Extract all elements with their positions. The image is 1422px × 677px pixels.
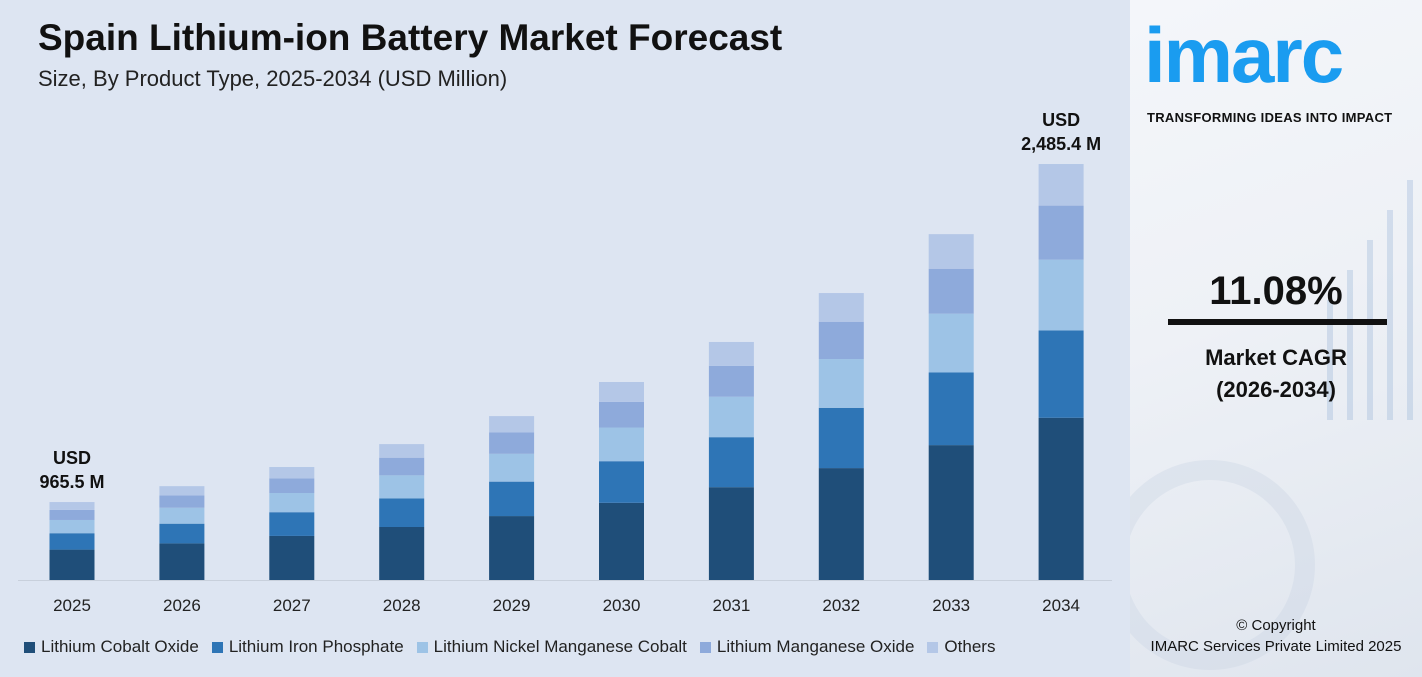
data-label-currency: USD bbox=[1042, 110, 1080, 130]
legend-item: Lithium Manganese Oxide bbox=[699, 636, 915, 658]
legend-item: Lithium Iron Phosphate bbox=[211, 636, 404, 658]
bar-segment-2031-4 bbox=[708, 341, 754, 366]
bar-segment-2029-3 bbox=[489, 432, 535, 454]
bar-segment-2031-2 bbox=[708, 396, 754, 438]
x-tick-label: 2030 bbox=[603, 596, 641, 615]
cagr-label: Market CAGR (2026-2034) bbox=[1130, 342, 1422, 406]
bar-segment-2027-1 bbox=[269, 512, 315, 536]
x-tick-label: 2028 bbox=[383, 596, 421, 615]
copyright-line-1: © Copyright bbox=[1236, 617, 1316, 634]
bar-segment-2029-0 bbox=[489, 516, 535, 580]
legend-label: Others bbox=[944, 637, 996, 656]
bar-segment-2034-3 bbox=[1038, 205, 1084, 260]
bar-segment-2032-0 bbox=[818, 468, 864, 580]
bar-segment-2034-4 bbox=[1038, 164, 1084, 206]
legend-label: Lithium Cobalt Oxide bbox=[41, 637, 199, 656]
bar-segment-2027-2 bbox=[269, 493, 315, 513]
logo-tagline: TRANSFORMING IDEAS INTO IMPACT bbox=[1147, 110, 1393, 125]
bar-segment-2034-1 bbox=[1038, 330, 1084, 418]
x-tick-label: 2033 bbox=[932, 596, 970, 615]
chart-subtitle: Size, By Product Type, 2025-2034 (USD Mi… bbox=[38, 66, 508, 91]
cagr-label-text: Market CAGR bbox=[1205, 345, 1347, 370]
copyright-line-2: IMARC Services Private Limited 2025 bbox=[1150, 638, 1402, 655]
bar-segment-2026-2 bbox=[159, 507, 205, 524]
bar-segment-2028-1 bbox=[379, 498, 425, 528]
legend-swatch bbox=[416, 641, 428, 653]
bar-segment-2033-3 bbox=[928, 268, 974, 314]
legend-item: Lithium Nickel Manganese Cobalt bbox=[416, 636, 687, 658]
legend-swatch bbox=[927, 641, 939, 653]
bar-segment-2025-3 bbox=[49, 509, 95, 520]
bar-segment-2025-0 bbox=[49, 549, 95, 580]
bar-segment-2025-1 bbox=[49, 533, 95, 550]
legend-swatch bbox=[211, 641, 223, 653]
legend-item: Lithium Cobalt Oxide bbox=[24, 636, 199, 658]
bar-segment-2031-3 bbox=[708, 365, 754, 397]
x-tick-label: 2027 bbox=[273, 596, 311, 615]
bar-segment-2029-1 bbox=[489, 481, 535, 517]
bar-segment-2025-4 bbox=[49, 502, 95, 510]
bar-segment-2028-2 bbox=[379, 475, 425, 499]
divider bbox=[1168, 319, 1387, 325]
x-tick-label: 2029 bbox=[493, 596, 531, 615]
bar-segment-2030-1 bbox=[599, 461, 644, 503]
legend-item: Others bbox=[927, 636, 995, 658]
bar-segment-2033-2 bbox=[928, 313, 974, 373]
background-decoration bbox=[1130, 180, 1413, 670]
data-label-value: 2,485.4 M bbox=[1021, 134, 1101, 154]
legend-label: Lithium Iron Phosphate bbox=[228, 637, 404, 656]
bar-segment-2026-4 bbox=[159, 486, 205, 496]
bar-segment-2034-0 bbox=[1038, 417, 1084, 580]
bar-segment-2027-4 bbox=[269, 467, 315, 479]
bar-segment-2028-0 bbox=[379, 527, 425, 580]
bar-segment-2031-0 bbox=[708, 487, 754, 580]
cagr-period: (2026-2034) bbox=[1216, 377, 1336, 402]
bar-segment-2026-1 bbox=[159, 523, 205, 544]
bar-segment-2028-4 bbox=[379, 444, 425, 458]
bar-segment-2025-2 bbox=[49, 519, 95, 534]
bar-segment-2029-2 bbox=[489, 453, 535, 482]
x-tick-label: 2031 bbox=[712, 596, 750, 615]
bar-segment-2032-2 bbox=[818, 359, 864, 408]
legend: Lithium Cobalt Oxide Lithium Iron Phospha… bbox=[24, 636, 1008, 658]
data-label-value: 965.5 M bbox=[39, 472, 104, 492]
bar-segment-2032-4 bbox=[818, 293, 864, 322]
bar-segment-2033-4 bbox=[928, 234, 974, 269]
data-label-currency: USD bbox=[53, 448, 91, 468]
chart-panel: Spain Lithium-ion Battery Market Forecas… bbox=[18, 17, 1112, 658]
side-panel: imarc TRANSFORMING IDEAS INTO IMPACT 11.… bbox=[1130, 0, 1422, 677]
bar-segment-2032-3 bbox=[818, 321, 864, 360]
bar-segment-2033-0 bbox=[928, 445, 974, 580]
x-tick-label: 2025 bbox=[53, 596, 91, 615]
bar-segment-2026-0 bbox=[159, 543, 205, 580]
bar-segment-2033-1 bbox=[928, 372, 974, 446]
bar-segment-2032-1 bbox=[818, 407, 864, 469]
imarc-logo: imarc bbox=[1144, 11, 1344, 99]
legend-label: Lithium Nickel Manganese Cobalt bbox=[433, 637, 687, 656]
bar-segment-2034-2 bbox=[1038, 259, 1084, 331]
cagr-value: 11.08% bbox=[1209, 269, 1343, 313]
bar-segment-2028-3 bbox=[379, 457, 425, 476]
bar-segment-2030-4 bbox=[599, 382, 644, 402]
bar-segment-2030-2 bbox=[599, 427, 644, 462]
legend-swatch bbox=[24, 641, 35, 653]
bar-segment-2030-3 bbox=[599, 401, 644, 428]
bar-segment-2030-0 bbox=[599, 502, 644, 580]
bar-segment-2031-1 bbox=[708, 437, 754, 488]
legend-swatch bbox=[699, 641, 711, 653]
chart-title: Spain Lithium-ion Battery Market Forecas… bbox=[38, 17, 783, 58]
x-tick-label: 2026 bbox=[163, 596, 201, 615]
bar-segment-2027-0 bbox=[269, 535, 315, 580]
stacked-bar-chart: 2025 USD 965.5 M 2026 2027 2028 2029 2030 2031 20… bbox=[18, 110, 1112, 615]
x-tick-label: 2032 bbox=[822, 596, 860, 615]
bar-segment-2029-4 bbox=[489, 416, 535, 433]
copyright: © Copyright IMARC Services Private Limit… bbox=[1130, 615, 1422, 657]
bar-segment-2027-3 bbox=[269, 478, 315, 494]
x-tick-label: 2034 bbox=[1042, 596, 1080, 615]
bar-segment-2026-3 bbox=[159, 495, 205, 508]
legend-label: Lithium Manganese Oxide bbox=[716, 637, 915, 656]
